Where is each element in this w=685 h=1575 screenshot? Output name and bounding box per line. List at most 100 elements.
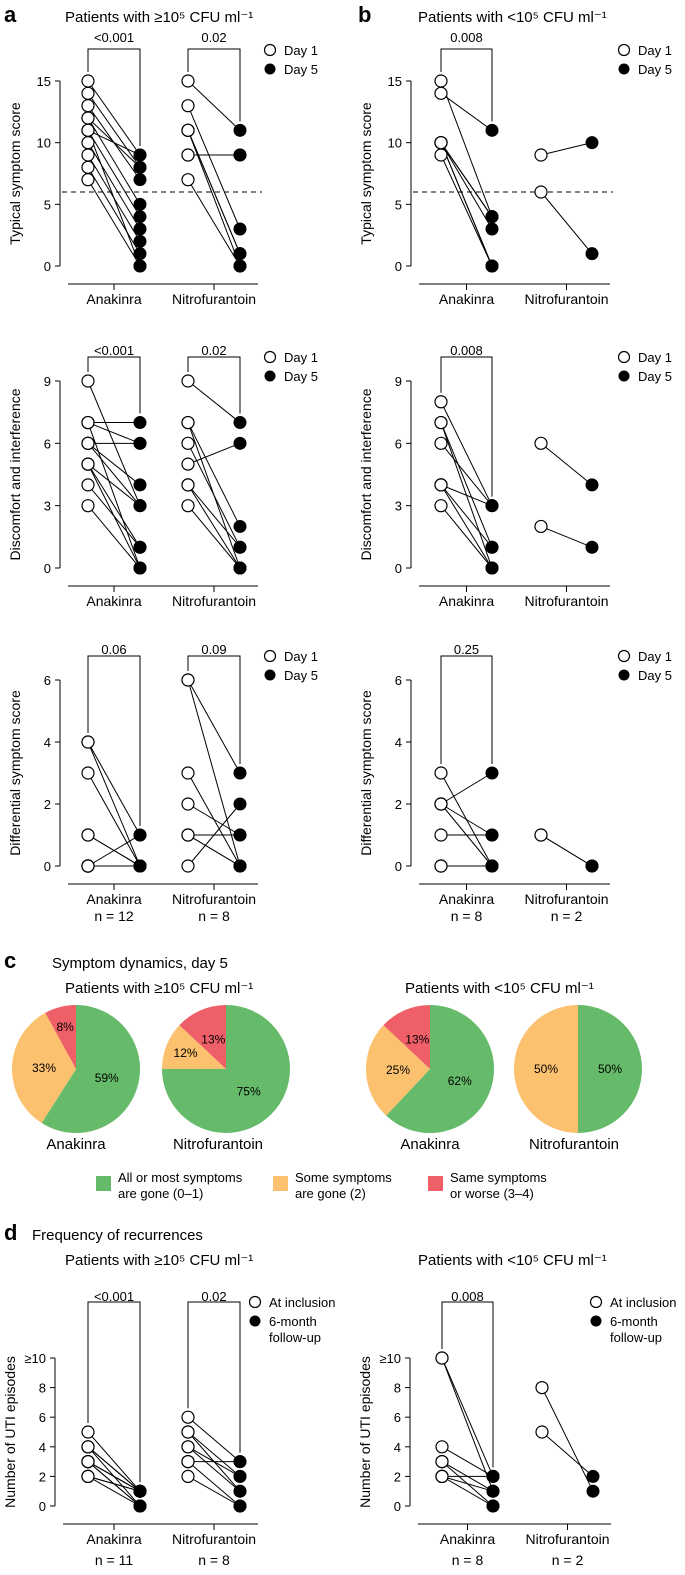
pair-line bbox=[541, 1431, 594, 1477]
legend-day1-marker bbox=[617, 350, 631, 364]
point-day1 bbox=[434, 797, 448, 811]
pair-line bbox=[87, 1446, 141, 1492]
y-tick-label: 0 bbox=[44, 859, 51, 874]
legend-red-line1: Same symptoms bbox=[450, 1170, 547, 1185]
pair-line bbox=[440, 803, 493, 836]
pair-line bbox=[87, 422, 141, 569]
x-group-label: Nitrofurantoin bbox=[172, 593, 256, 609]
pair-line bbox=[187, 484, 241, 548]
y-tick-label: 6 bbox=[44, 436, 51, 451]
pair-line bbox=[187, 834, 241, 867]
legend-day1-marker bbox=[263, 43, 277, 57]
x-group-label: Nitrofurantoin bbox=[172, 291, 256, 307]
p-bracket bbox=[187, 1301, 241, 1453]
y-tick-label: 4 bbox=[395, 735, 402, 750]
y-tick-label: 6 bbox=[395, 673, 402, 688]
point-day1 bbox=[181, 797, 195, 811]
legend-swatch-orange bbox=[273, 1176, 288, 1191]
point-day1 bbox=[81, 735, 95, 749]
pair-line bbox=[440, 422, 493, 548]
legend-day5-marker bbox=[264, 63, 276, 75]
point-day5 bbox=[233, 123, 247, 137]
pie-slice-label: 13% bbox=[405, 1033, 429, 1047]
legend-inclusion-marker bbox=[589, 1295, 603, 1309]
panel-letter-c: c bbox=[4, 948, 16, 973]
p-value: 0.02 bbox=[201, 30, 226, 45]
legend-day5-label: Day 5 bbox=[284, 369, 318, 384]
pair-line bbox=[187, 179, 241, 267]
p-value: 0.09 bbox=[201, 642, 226, 657]
y-tick-label: 6 bbox=[44, 673, 51, 688]
point-day1 bbox=[434, 86, 448, 100]
legend-day5-marker bbox=[618, 370, 630, 382]
y-tick-label: 10 bbox=[388, 136, 402, 151]
legend-day1-label: Day 1 bbox=[638, 43, 672, 58]
pair-line bbox=[187, 443, 241, 548]
point-day5 bbox=[133, 828, 147, 842]
pie-slice bbox=[365, 1025, 430, 1116]
x-group-label: Anakinra bbox=[86, 593, 141, 609]
p-value: 0.008 bbox=[450, 343, 483, 358]
chart-b1: 0 5 10 15 Typical symptom score Anakinra 0.008… bbox=[358, 30, 672, 307]
point-day1 bbox=[81, 766, 95, 780]
point-day1 bbox=[534, 436, 548, 450]
legend-day1-label: Day 1 bbox=[638, 649, 672, 664]
point-day1 bbox=[434, 766, 448, 780]
pair-line bbox=[87, 93, 141, 168]
point-day1 bbox=[181, 173, 195, 187]
point-day1 bbox=[81, 1454, 95, 1469]
point-day1 bbox=[181, 374, 195, 388]
point-day1 bbox=[81, 478, 95, 492]
point-day5 bbox=[233, 766, 247, 780]
point-day1 bbox=[181, 415, 195, 430]
y-tick-label: 4 bbox=[39, 1440, 46, 1455]
pie-slice-label: 33% bbox=[32, 1061, 56, 1075]
y-tick-label: 5 bbox=[44, 197, 51, 212]
point-day5 bbox=[233, 1455, 247, 1469]
point-day1 bbox=[81, 828, 95, 842]
pair-line bbox=[87, 442, 141, 486]
point-day1 bbox=[181, 828, 195, 842]
point-day1 bbox=[181, 1454, 195, 1469]
y-tick-label: 3 bbox=[395, 499, 402, 514]
y-axis-label: Differential symptom score bbox=[7, 690, 23, 856]
pair-line bbox=[440, 772, 493, 805]
point-day5 bbox=[486, 1499, 500, 1513]
point-day1 bbox=[181, 766, 195, 780]
y-tick-label: 2 bbox=[39, 1469, 46, 1484]
point-day5 bbox=[233, 259, 247, 273]
pair-line bbox=[187, 803, 241, 867]
point-day5 bbox=[233, 416, 247, 430]
point-day1 bbox=[81, 74, 95, 88]
pair-line bbox=[87, 130, 141, 217]
point-day5 bbox=[133, 499, 147, 513]
legend-day5-label: Day 5 bbox=[284, 668, 318, 683]
p-bracket bbox=[440, 48, 493, 122]
point-day1 bbox=[434, 136, 448, 150]
pair-line bbox=[187, 679, 241, 867]
pie-label: Anakinra bbox=[400, 1136, 460, 1153]
y-tick-label: 4 bbox=[44, 735, 51, 750]
p-value: <0.001 bbox=[94, 343, 134, 358]
point-day5 bbox=[485, 210, 499, 224]
point-day1 bbox=[181, 74, 195, 88]
point-day1 bbox=[81, 136, 95, 150]
p-value: 0.06 bbox=[101, 642, 126, 657]
point-day5 bbox=[485, 259, 499, 273]
point-day1 bbox=[181, 436, 195, 450]
pair-line bbox=[440, 142, 493, 217]
point-day1 bbox=[81, 859, 95, 873]
p-bracket bbox=[187, 48, 241, 122]
y-axis-label: Typical symptom score bbox=[7, 102, 23, 245]
legend-inclusion-label: At inclusion bbox=[269, 1295, 335, 1310]
point-day5 bbox=[233, 1499, 247, 1513]
y-tick-label: 0 bbox=[39, 1499, 46, 1514]
x-group-label: Nitrofurantoin bbox=[524, 593, 608, 609]
point-day1 bbox=[435, 1454, 449, 1469]
x-group-label: Nitrofurantoin bbox=[524, 291, 608, 307]
pair-line bbox=[87, 1475, 141, 1507]
p-bracket bbox=[187, 655, 241, 764]
pair-line bbox=[87, 117, 141, 168]
point-day5 bbox=[133, 436, 147, 450]
